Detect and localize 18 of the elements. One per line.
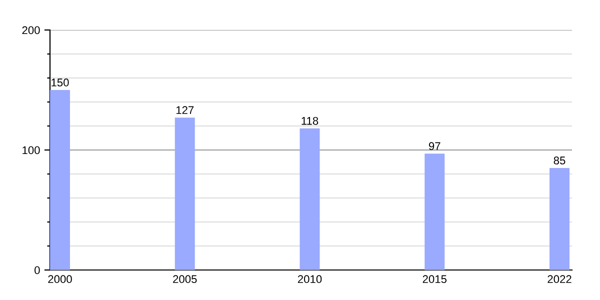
y-tick-label: 0 (34, 266, 40, 274)
y-tick-label: 200 (22, 26, 40, 34)
data-label: 97 (428, 142, 440, 150)
x-tick-label: 2005 (173, 275, 197, 284)
x-tick-label: 2022 (548, 275, 572, 284)
y-tick-label: 100 (22, 146, 40, 154)
data-label: 118 (302, 116, 318, 125)
x-tick-label: 2010 (298, 275, 322, 284)
bar (550, 168, 570, 270)
bar (174, 118, 195, 270)
bar (50, 90, 70, 270)
data-label: 85 (554, 156, 566, 164)
data-label: 127 (176, 106, 194, 114)
data-label: 150 (52, 78, 69, 86)
x-tick-label: 2015 (422, 275, 447, 284)
bar (424, 154, 445, 270)
x-tick-label: 2000 (48, 275, 72, 284)
bar (300, 128, 320, 270)
